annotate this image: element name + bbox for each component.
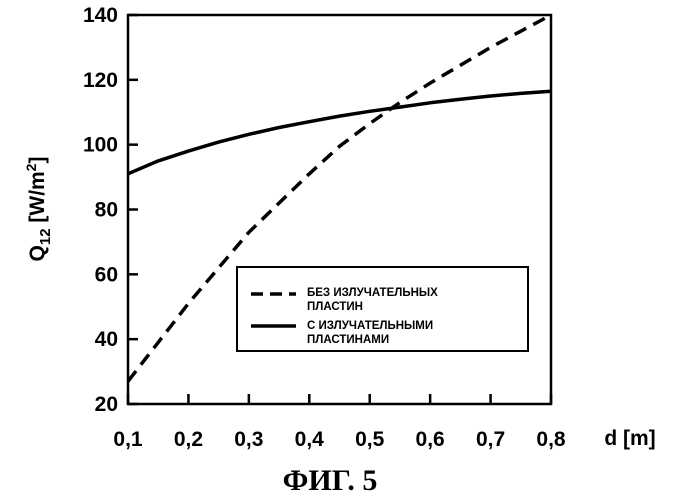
y-tick-label: 60 <box>95 263 118 286</box>
x-tick-label: 0,3 <box>234 428 263 451</box>
y-tick-label: 40 <box>95 328 118 351</box>
x-tick-label: 0,5 <box>355 428 385 451</box>
legend: БЕЗ ИЗЛУЧАТЕЛЬНЫХ ПЛАСТИН С ИЗЛУЧАТЕЛЬНЫ… <box>237 267 528 351</box>
y-tick-label: 140 <box>83 4 118 27</box>
y-tick-label: 100 <box>83 134 118 157</box>
y-tick-label: 120 <box>83 69 118 92</box>
legend-label-series-2-line-2: ПЛАСТИНАМИ <box>307 334 389 346</box>
x-axis: 0,1 0,2 0,3 0,4 0,5 0,6 0,7 0,8 <box>113 394 566 451</box>
x-tick-label: 0,8 <box>536 428 566 451</box>
figure-caption: ФИГ. 5 <box>283 464 378 497</box>
y-tick-label: 20 <box>95 393 118 416</box>
legend-label-series-1-line-2: ПЛАСТИН <box>307 301 363 313</box>
series-line-2 <box>128 91 551 174</box>
x-tick-label: 0,1 <box>113 428 143 451</box>
x-axis-label: d [m] <box>604 427 655 450</box>
y-axis: 20 40 60 80 100 120 140 <box>83 4 138 416</box>
x-tick-label: 0,7 <box>476 428 505 451</box>
x-tick-label: 0,4 <box>295 428 325 451</box>
x-tick-label: 0,6 <box>416 428 445 451</box>
x-tick-label: 0,2 <box>174 428 203 451</box>
y-tick-label: 80 <box>95 199 118 222</box>
legend-label-series-2-line-1: С ИЗЛУЧАТЕЛЬНЫМИ <box>307 320 433 332</box>
legend-label-series-1-line-1: БЕЗ ИЗЛУЧАТЕЛЬНЫХ <box>307 287 438 299</box>
y-axis-label: Q12 [W/m2] <box>23 157 54 262</box>
